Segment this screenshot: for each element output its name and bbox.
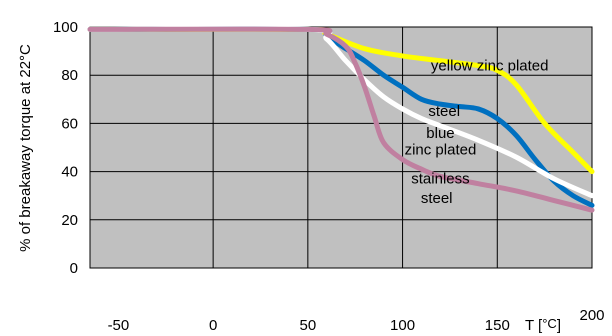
- x-axis-ticks: -50 0 50 100 150 200: [108, 307, 605, 334]
- x-tick-label: 200: [579, 307, 604, 324]
- annotation-label: zinc plated: [405, 142, 477, 159]
- annotation-label: steel: [421, 190, 453, 207]
- x-axis-label: T [°C]: [525, 316, 561, 334]
- annotation-label: yellow zinc plated: [431, 57, 549, 74]
- y-tick-label: 60: [61, 115, 78, 132]
- annotation-label: stainless: [411, 171, 469, 188]
- x-tick-label: 0: [209, 317, 217, 334]
- x-tick-label: -50: [108, 317, 130, 334]
- grid: [90, 27, 592, 268]
- y-axis-label: % of breakaway torque at 22°C: [17, 44, 34, 252]
- y-tick-label: 0: [70, 260, 78, 277]
- x-tick-label: 50: [300, 317, 317, 334]
- x-tick-label: 150: [485, 317, 510, 334]
- y-tick-label: 100: [53, 19, 78, 36]
- plot-area: [89, 26, 593, 269]
- series-lines: [87, 26, 595, 213]
- y-axis-ticks: 0 20 40 60 80 100: [53, 19, 78, 277]
- y-tick-label: 20: [61, 212, 78, 229]
- series-line-3: [87, 26, 595, 213]
- annotation-label: steel: [428, 103, 460, 120]
- x-tick-label: 100: [390, 317, 415, 334]
- y-tick-label: 40: [61, 164, 78, 181]
- y-tick-label: 80: [61, 67, 78, 84]
- annotation-label: blue: [426, 125, 454, 142]
